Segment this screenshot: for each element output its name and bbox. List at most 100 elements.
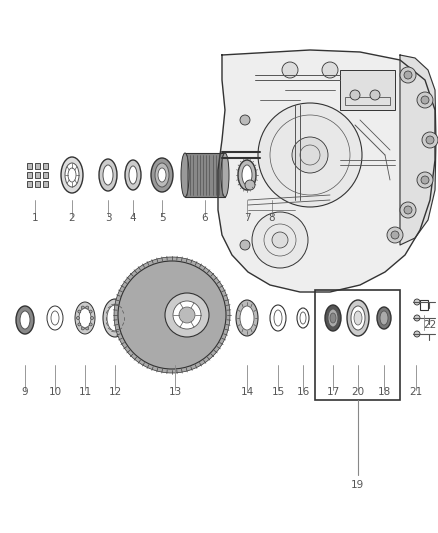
Text: 22: 22 — [424, 320, 437, 330]
Circle shape — [114, 257, 230, 373]
Ellipse shape — [240, 306, 254, 330]
Circle shape — [89, 323, 92, 326]
Ellipse shape — [65, 163, 79, 187]
Text: 15: 15 — [272, 387, 285, 397]
Ellipse shape — [103, 299, 127, 337]
Ellipse shape — [330, 313, 336, 323]
Circle shape — [417, 92, 433, 108]
Circle shape — [292, 137, 328, 173]
Ellipse shape — [354, 311, 362, 325]
Circle shape — [165, 293, 209, 337]
Text: 20: 20 — [351, 387, 364, 397]
Ellipse shape — [151, 158, 173, 192]
Ellipse shape — [155, 163, 169, 187]
Bar — [340, 70, 395, 110]
Ellipse shape — [325, 305, 341, 331]
Circle shape — [282, 62, 298, 78]
Circle shape — [89, 310, 92, 313]
Text: 11: 11 — [78, 387, 92, 397]
Circle shape — [391, 231, 399, 239]
Text: 12: 12 — [108, 387, 122, 397]
Ellipse shape — [380, 311, 388, 325]
Circle shape — [400, 67, 416, 83]
Ellipse shape — [236, 300, 258, 336]
Ellipse shape — [242, 165, 252, 185]
Ellipse shape — [129, 166, 137, 184]
Circle shape — [91, 317, 93, 319]
Bar — [43, 172, 48, 178]
Ellipse shape — [20, 311, 30, 329]
Circle shape — [258, 103, 362, 207]
Circle shape — [240, 115, 250, 125]
Ellipse shape — [221, 153, 229, 197]
Circle shape — [322, 62, 338, 78]
Text: 2: 2 — [69, 213, 75, 223]
Ellipse shape — [377, 307, 391, 329]
Bar — [35, 181, 40, 187]
Bar — [27, 172, 32, 178]
Circle shape — [417, 172, 433, 188]
Circle shape — [350, 90, 360, 100]
Circle shape — [78, 323, 81, 326]
Circle shape — [86, 306, 88, 309]
Bar — [27, 181, 32, 187]
Ellipse shape — [68, 168, 76, 182]
Circle shape — [81, 306, 85, 309]
Circle shape — [240, 240, 250, 250]
Ellipse shape — [103, 165, 113, 185]
Bar — [35, 163, 40, 169]
Circle shape — [400, 202, 416, 218]
Bar — [420, 300, 428, 310]
Bar — [315, 290, 400, 400]
Circle shape — [173, 301, 201, 329]
Text: 3: 3 — [105, 213, 111, 223]
Text: 13: 13 — [168, 387, 182, 397]
Polygon shape — [400, 55, 436, 245]
Ellipse shape — [158, 168, 166, 182]
Text: 16: 16 — [297, 387, 310, 397]
Ellipse shape — [107, 305, 123, 331]
Circle shape — [370, 90, 380, 100]
Circle shape — [78, 310, 81, 313]
Circle shape — [421, 96, 429, 104]
Circle shape — [179, 307, 195, 323]
Bar — [27, 163, 32, 169]
Text: 4: 4 — [130, 213, 136, 223]
Circle shape — [404, 71, 412, 79]
Ellipse shape — [75, 302, 95, 334]
Circle shape — [77, 317, 80, 319]
Text: 9: 9 — [22, 387, 28, 397]
Ellipse shape — [16, 306, 34, 334]
Text: 6: 6 — [201, 213, 208, 223]
Circle shape — [421, 176, 429, 184]
Ellipse shape — [125, 160, 141, 190]
Circle shape — [252, 212, 308, 268]
Circle shape — [81, 327, 85, 330]
Bar — [345, 97, 390, 105]
Ellipse shape — [328, 309, 338, 327]
Text: 7: 7 — [244, 213, 250, 223]
Bar — [43, 163, 48, 169]
Text: 5: 5 — [159, 213, 165, 223]
Circle shape — [86, 327, 88, 330]
Text: 8: 8 — [268, 213, 276, 223]
Circle shape — [272, 232, 288, 248]
Circle shape — [245, 180, 255, 190]
Circle shape — [414, 315, 420, 321]
Text: 18: 18 — [378, 387, 391, 397]
Text: 17: 17 — [326, 387, 339, 397]
Circle shape — [404, 206, 412, 214]
Ellipse shape — [79, 308, 91, 328]
Text: 21: 21 — [410, 387, 423, 397]
Polygon shape — [218, 50, 435, 292]
Circle shape — [414, 331, 420, 337]
Ellipse shape — [181, 153, 189, 197]
Circle shape — [414, 299, 420, 305]
Bar — [43, 181, 48, 187]
Text: 1: 1 — [32, 213, 38, 223]
Text: 10: 10 — [49, 387, 62, 397]
Ellipse shape — [351, 306, 365, 330]
Ellipse shape — [99, 159, 117, 191]
Ellipse shape — [61, 157, 83, 193]
Circle shape — [422, 132, 438, 148]
